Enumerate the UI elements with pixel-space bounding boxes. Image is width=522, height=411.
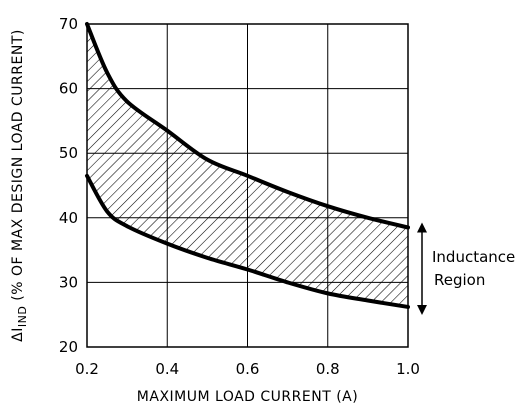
annotation-line-2: Region (434, 271, 485, 289)
y-axis-label-suffix: (% OF MAX DESIGN LOAD CURRENT) (10, 29, 26, 306)
x-tick-label: 0.8 (316, 360, 340, 378)
inductance-region-band (87, 24, 408, 307)
y-axis-label-subscript: IND (16, 306, 29, 327)
y-axis-label: ΔIIND (% OF MAX DESIGN LOAD CURRENT) (10, 29, 29, 342)
y-tick-label: 70 (59, 15, 78, 33)
x-axis-label: MAXIMUM LOAD CURRENT (A) (137, 389, 358, 405)
annotation-line-1: Inductance (432, 248, 515, 266)
plot-frame (86, 23, 409, 348)
y-tick-label: 20 (59, 338, 78, 356)
tick-labels: 20 30 40 50 60 70 0.2 0.4 0.6 0.8 1.0 (59, 15, 420, 378)
boundary-curves (85, 22, 410, 309)
y-tick-label: 50 (59, 144, 78, 162)
inductance-region-annotation: Inductance Region (417, 222, 515, 315)
x-tick-label: 1.0 (396, 360, 420, 378)
x-tick-label: 0.4 (155, 360, 179, 378)
x-tick-label: 0.6 (236, 360, 260, 378)
x-tick-label: 0.2 (75, 360, 99, 378)
lower-boundary-curve (85, 173, 410, 309)
y-tick-label: 40 (59, 209, 78, 227)
y-tick-label: 60 (59, 80, 78, 98)
y-tick-label: 30 (59, 273, 78, 291)
upper-boundary-curve (85, 22, 410, 230)
y-axis-label-prefix: ΔI (10, 327, 26, 342)
